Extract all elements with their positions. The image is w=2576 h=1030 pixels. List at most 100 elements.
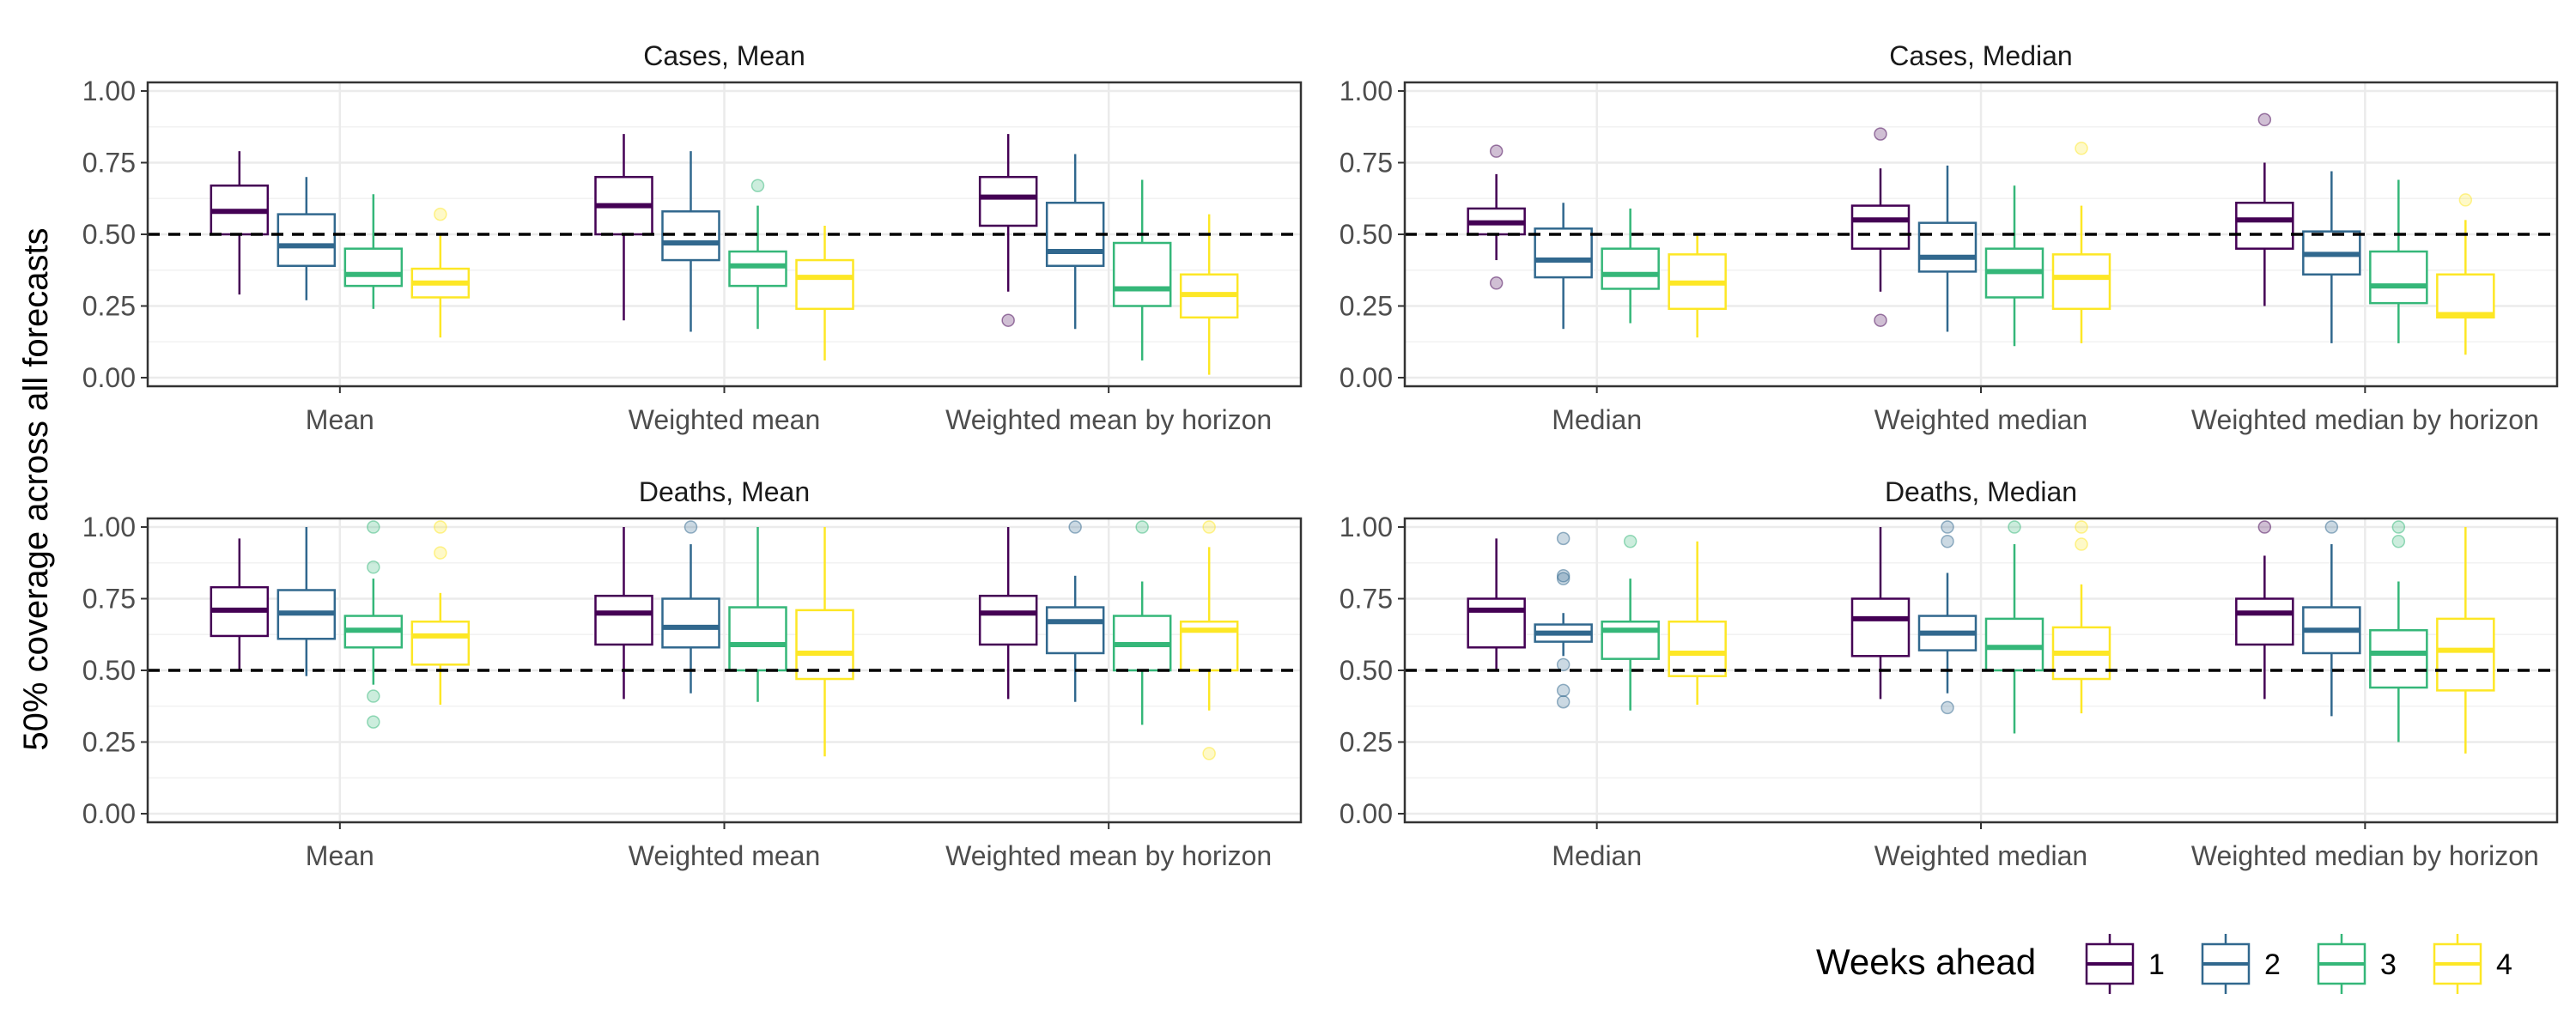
legend-label: 4 xyxy=(2496,948,2512,981)
boxplot-week-1 xyxy=(2235,112,2294,306)
boxplot-week-1 xyxy=(978,527,1038,700)
x-tick-label: Median xyxy=(1552,404,1642,435)
legend: Weeks ahead 1 2 3 4 xyxy=(1816,934,2512,994)
boxplot-week-4 xyxy=(2051,142,2111,343)
legend-title: Weeks ahead xyxy=(1816,942,2036,982)
boxplot-week-2 xyxy=(2302,520,2361,717)
outlier-point xyxy=(434,520,447,534)
outlier-point xyxy=(1489,144,1504,158)
x-tick-label: Mean xyxy=(306,404,374,435)
outlier-point xyxy=(1623,534,1637,548)
x-tick-label: Weighted mean by horizon xyxy=(945,404,1272,435)
x-tick-label: Weighted median by horizon xyxy=(2191,404,2539,435)
outlier-point xyxy=(1202,747,1216,760)
y-tick-label: 0.25 xyxy=(82,290,136,321)
panel-border xyxy=(146,517,1303,824)
y-tick-label: 0.50 xyxy=(1340,219,1393,250)
y-tick-label: 0.75 xyxy=(1340,148,1393,179)
box xyxy=(795,609,854,681)
panel-title: Deaths, Mean xyxy=(639,476,810,507)
boxplot-week-1 xyxy=(1850,127,1911,327)
box xyxy=(2051,253,2111,311)
boxplot-week-3 xyxy=(2369,520,2428,742)
boxplot-week-1 xyxy=(1467,538,1526,670)
y-tick-label: 1.00 xyxy=(1340,76,1393,106)
x-tick-label: Weighted median xyxy=(1874,404,2087,435)
outlier-point xyxy=(434,207,447,221)
outlier-point xyxy=(2324,520,2339,534)
boxplot-week-2 xyxy=(1534,531,1593,709)
boxplot-week-4 xyxy=(795,225,854,360)
boxplot-week-4 xyxy=(2436,193,2495,355)
outlier-point xyxy=(367,520,380,534)
x-tick-label: Weighted median by horizon xyxy=(2191,840,2539,871)
box xyxy=(1917,221,1978,273)
facet-panel: Deaths, Mean 0.00 0.25 0.50 0.75 1.00 Mean Weig… xyxy=(82,476,1303,871)
outlier-point xyxy=(2075,520,2088,534)
boxplot-week-3 xyxy=(1601,208,1660,324)
y-tick-label: 0.75 xyxy=(82,584,136,615)
boxplot-week-2 xyxy=(1045,520,1105,702)
boxplot-week-2 xyxy=(1917,520,1978,715)
box xyxy=(410,620,471,666)
boxplot-week-4 xyxy=(410,520,471,706)
outlier-point xyxy=(1874,313,1887,327)
y-tick-label: 0.25 xyxy=(82,726,136,757)
outlier-point xyxy=(2008,520,2021,534)
x-tick-label: Weighted mean by horizon xyxy=(945,840,1272,871)
facet-panels: Cases, Mean 0.00 0.25 0.50 0.75 1.00 Mean Weigh… xyxy=(82,40,2559,871)
boxplot-week-3 xyxy=(1984,520,2044,734)
box xyxy=(1668,620,1727,677)
panel-title: Cases, Mean xyxy=(643,40,805,71)
box xyxy=(2436,617,2495,692)
box xyxy=(2369,628,2428,689)
y-tick-label: 0.75 xyxy=(82,148,136,179)
boxplot-week-2 xyxy=(1045,154,1105,330)
box xyxy=(1601,247,1660,290)
box xyxy=(2235,597,2294,646)
box xyxy=(1984,617,2044,672)
y-tick-label: 0.25 xyxy=(1340,726,1393,757)
boxplot-week-2 xyxy=(661,520,720,694)
outlier-point xyxy=(367,560,380,574)
outlier-point xyxy=(1001,313,1015,327)
box xyxy=(1112,241,1172,307)
box xyxy=(343,247,404,288)
y-tick-label: 0.75 xyxy=(1340,584,1393,615)
legend-key-1: 1 xyxy=(2085,934,2165,994)
box xyxy=(2369,250,2428,305)
x-tick-label: Weighted mean xyxy=(629,840,821,871)
outlier-point xyxy=(1556,683,1571,698)
boxplot-week-4 xyxy=(1179,214,1239,375)
boxplot-week-3 xyxy=(728,527,787,702)
boxplot-week-4 xyxy=(1668,234,1727,338)
y-tick-label: 0.00 xyxy=(1340,362,1393,393)
panel-title: Cases, Median xyxy=(1889,40,2072,71)
boxplot-week-4 xyxy=(795,527,854,757)
boxplot-week-3 xyxy=(343,520,404,729)
y-tick-label: 1.00 xyxy=(1340,512,1393,542)
outlier-point xyxy=(1556,572,1571,585)
facet-panel: Cases, Median 0.00 0.25 0.50 0.75 1.00 Median W… xyxy=(1340,40,2559,435)
boxplot-week-2 xyxy=(661,151,720,332)
outlier-point xyxy=(1556,531,1571,546)
y-tick-label: 1.00 xyxy=(82,76,136,106)
boxplot-week-3 xyxy=(1984,185,2044,347)
box xyxy=(594,594,653,646)
y-tick-label: 0.25 xyxy=(1340,290,1393,321)
y-tick-label: 0.50 xyxy=(82,655,136,686)
box xyxy=(2436,273,2495,319)
outlier-point xyxy=(2391,520,2406,534)
outlier-point xyxy=(2075,142,2088,155)
panel-title: Deaths, Median xyxy=(1885,476,2077,507)
x-tick-label: Median xyxy=(1552,840,1642,871)
outlier-point xyxy=(1489,276,1504,290)
x-tick-label: Weighted median xyxy=(1874,840,2087,871)
box xyxy=(1467,597,1526,649)
boxplot-week-1 xyxy=(1850,527,1911,700)
y-tick-label: 0.00 xyxy=(82,362,136,393)
outlier-point xyxy=(2257,112,2272,127)
boxplot-week-2 xyxy=(1917,165,1978,332)
boxplot-week-3 xyxy=(343,194,404,309)
box xyxy=(728,250,787,288)
